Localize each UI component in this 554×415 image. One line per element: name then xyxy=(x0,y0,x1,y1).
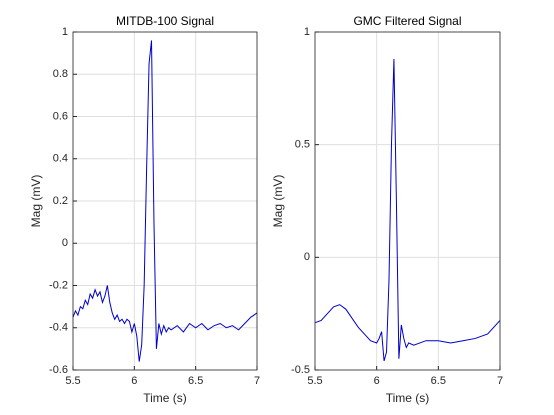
y-tick-label: -0.4 xyxy=(49,322,68,334)
x-tick-label: 5.5 xyxy=(307,375,322,387)
y-tick-label: 0.4 xyxy=(53,153,68,165)
x-tick-label: 6.5 xyxy=(188,375,203,387)
signal-line xyxy=(314,59,501,362)
y-tick-label: -0.5 xyxy=(291,364,310,376)
y-tick-label: -0.2 xyxy=(49,279,68,291)
x-axis-label: Time (s) xyxy=(143,391,187,405)
x-axis-label: Time (s) xyxy=(386,391,430,405)
x-tick-label: 5.5 xyxy=(65,375,80,387)
y-tick-label: 0.8 xyxy=(53,68,68,80)
chart-title: GMC Filtered Signal xyxy=(353,14,461,28)
y-axis-label: Mag (mV) xyxy=(271,175,285,228)
y-tick-label: 0 xyxy=(62,237,68,249)
x-tick-label: 6 xyxy=(374,375,380,387)
y-tick-label: -0.6 xyxy=(49,364,68,376)
signal-line xyxy=(72,40,258,362)
x-tick-label: 6 xyxy=(131,375,137,387)
y-tick-label: 1 xyxy=(304,26,310,38)
x-tick-label: 6.5 xyxy=(431,375,446,387)
x-tick-label: 7 xyxy=(497,375,503,387)
y-tick-label: 0.2 xyxy=(53,195,68,207)
axes-box xyxy=(314,31,501,371)
y-tick-label: 0 xyxy=(304,251,310,263)
y-tick-label: 0.6 xyxy=(53,110,68,122)
axes-box xyxy=(72,31,258,371)
y-tick-label: 0.5 xyxy=(295,139,310,151)
plot-area xyxy=(315,32,500,370)
y-tick-label: 1 xyxy=(62,26,68,38)
chart-title: MITDB-100 Signal xyxy=(116,14,214,28)
y-axis-label: Mag (mV) xyxy=(29,175,43,228)
x-tick-label: 7 xyxy=(254,375,260,387)
